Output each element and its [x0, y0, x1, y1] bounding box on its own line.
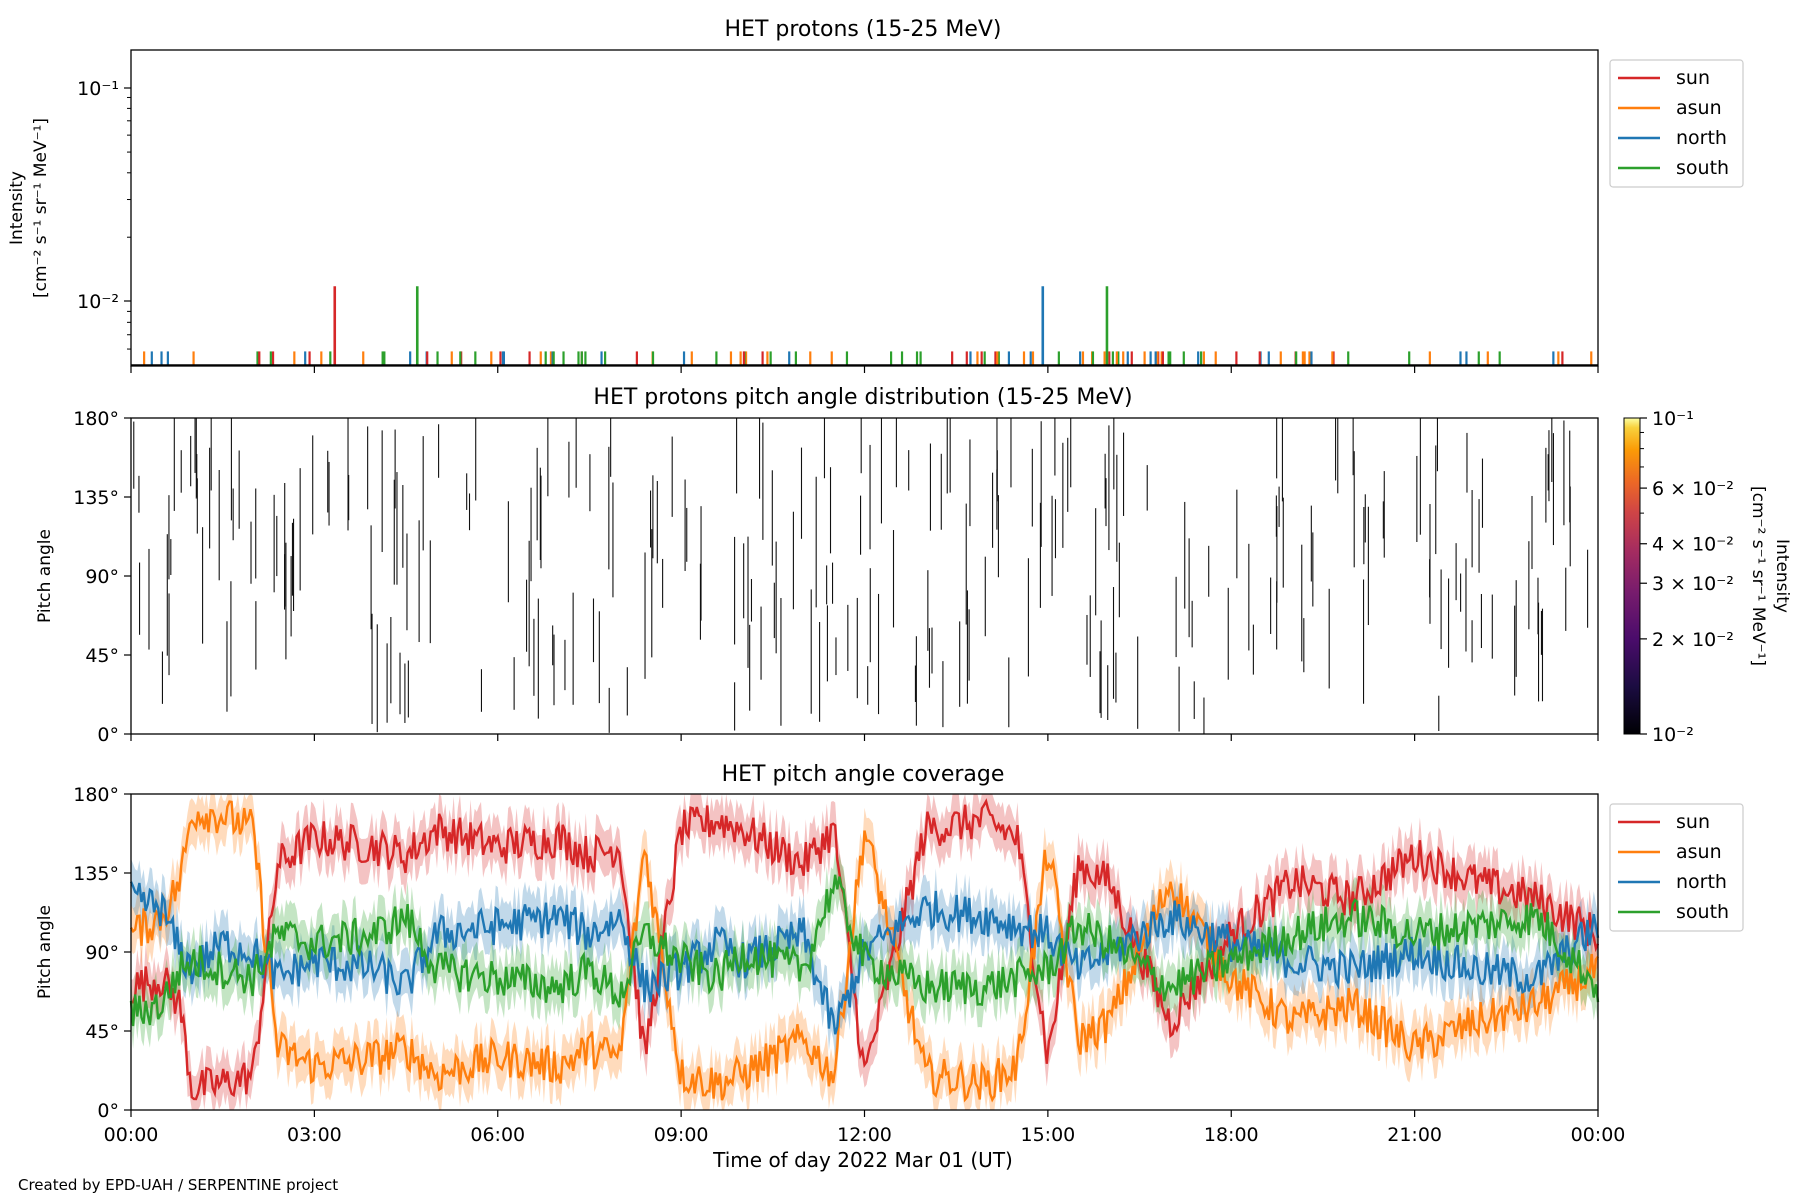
xtick-label: 09:00 [654, 1124, 709, 1146]
panel1-legend: sun asun north south [1609, 59, 1744, 188]
panel2-ylabel: Pitch angle [35, 529, 55, 623]
panel1-ylabel-units: [cm⁻² s⁻¹ sr⁻¹ MeV⁻¹] [31, 118, 51, 298]
panel2-yticks: 0° 45° 90° 135° 180° [73, 408, 131, 746]
legend-label-asun: asun [1676, 97, 1722, 119]
panel2-frame [130, 417, 1599, 735]
panel1-ytick-label: 10⁻² [77, 291, 119, 313]
colorbar-tick-label: 2 × 10⁻² [1652, 629, 1734, 651]
panel2-ytick-label: 135° [73, 487, 119, 509]
panel1-title: HET protons (15-25 MeV) [725, 17, 1002, 42]
legend-label-north: north [1676, 127, 1727, 149]
colorbar-tick-label: 10⁻¹ [1652, 408, 1694, 430]
panel3-ytick-label: 0° [97, 1100, 119, 1122]
colorbar-ticks: 10⁻² 2 × 10⁻² 3 × 10⁻² 4 × 10⁻² 6 × 10⁻² 10⁻¹ [1640, 408, 1734, 746]
pad-panel: HET protons pitch angle distribution (15… [35, 385, 1792, 746]
panel3-ylabel: Pitch angle [35, 905, 55, 999]
intensity-panel: HET protons (15-25 MeV) 10⁻¹ 10⁻² Intens… [7, 17, 1744, 367]
panel3-legend: sun asun north south [1609, 803, 1744, 932]
xtick-label: 03:00 [287, 1124, 342, 1146]
panel1-frame [130, 49, 1599, 367]
xtick-label: 18:00 [1204, 1124, 1259, 1146]
colorbar-tick-label: 3 × 10⁻² [1652, 573, 1734, 595]
legend-label-south: south [1676, 157, 1729, 179]
panel3-lines [129, 798, 1600, 1103]
panel1-ytick-label: 10⁻¹ [77, 78, 119, 100]
panel2-ytick-label: 90° [85, 566, 119, 588]
panel2-title: HET protons pitch angle distribution (15… [593, 385, 1132, 410]
xtick-label: 00:00 [104, 1124, 159, 1146]
xtick-label: 15:00 [1020, 1124, 1075, 1146]
colorbar-label: Intensity [1772, 539, 1792, 613]
panel2-marks [133, 418, 1589, 734]
panel2-ytick-label: 180° [73, 408, 119, 430]
panel3-ytick-label: 135° [73, 863, 119, 885]
legend-label-south: south [1676, 901, 1729, 923]
colorbar-tick-label: 4 × 10⁻² [1652, 534, 1734, 556]
colorbar-tick-label: 6 × 10⁻² [1652, 478, 1734, 500]
panel3-ytick-label: 180° [73, 784, 119, 806]
colorbar-label-units: [cm⁻² s⁻¹ sr⁻¹ MeV⁻¹] [1748, 486, 1768, 666]
x-axis-label: Time of day 2022 Mar 01 (UT) [712, 1148, 1013, 1172]
panel3-ytick-label: 45° [85, 1021, 119, 1043]
panel1-yticks: 10⁻¹ 10⁻² [77, 78, 131, 313]
coverage-line-asun [129, 800, 1599, 1103]
coverage-panel: HET pitch angle coverage 0° 45° 90° 135° 180… [35, 762, 1744, 1122]
coverage-band-sun [131, 794, 1598, 1110]
x-axis-ticks: 00:00 03:00 06:00 09:00 12:00 15:00 18:00 21:00… [104, 366, 1626, 1146]
panel3-title: HET pitch angle coverage [722, 762, 1005, 787]
panel1-minor-ticks [127, 96, 131, 350]
panel1-ylabel: Intensity [7, 171, 27, 245]
xtick-label: 00:00 [1571, 1124, 1626, 1146]
colorbar-tick-label: 10⁻² [1652, 724, 1694, 746]
panel2-ytick-label: 45° [85, 645, 119, 667]
legend-label-sun: sun [1676, 811, 1710, 833]
panel3-ytick-label: 90° [85, 942, 119, 964]
legend-label-north: north [1676, 871, 1727, 893]
panel1-marks [131, 286, 1598, 366]
coverage-band-asun [131, 794, 1598, 1110]
credit-text: Created by EPD-UAH / SERPENTINE project [18, 1176, 339, 1194]
coverage-line-south [129, 874, 1600, 1027]
panel2-ytick-label: 0° [97, 724, 119, 746]
xtick-label: 06:00 [470, 1124, 525, 1146]
xtick-label: 21:00 [1387, 1124, 1442, 1146]
panel3-yticks: 0° 45° 90° 135° 180° [73, 784, 131, 1122]
xtick-label: 12:00 [837, 1124, 892, 1146]
legend-label-asun: asun [1676, 841, 1722, 863]
legend-label-sun: sun [1676, 67, 1710, 89]
coverage-line-sun [131, 798, 1600, 1101]
colorbar [1623, 417, 1641, 735]
